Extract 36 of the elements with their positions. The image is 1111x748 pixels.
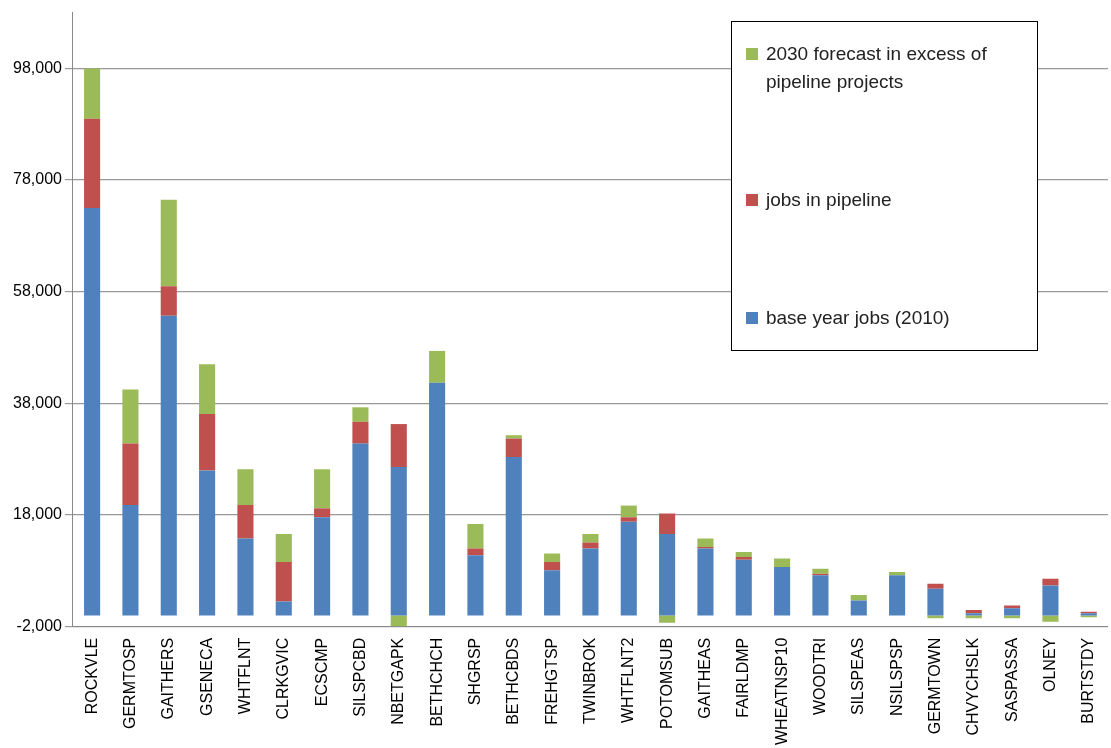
x-tick-label: FAIRLDMP (734, 637, 752, 718)
y-tick-label: 38,000 (13, 393, 63, 411)
x-tick-label: GAITHEAS (695, 637, 713, 719)
x-tick-label: GAITHERS (159, 637, 177, 720)
y-tick-label: -2,000 (16, 617, 63, 635)
x-tick-label: BURTSTDY (1079, 637, 1097, 724)
y-tick-label: 98,000 (13, 58, 63, 76)
x-tick-label: SILSPEAS (849, 637, 867, 716)
x-tick-label: WHEATNSP10 (772, 637, 790, 745)
y-tick-label: 58,000 (13, 282, 63, 300)
x-tick-label: SASPASSA (1002, 637, 1020, 722)
x-tick-label: OLNEY (1040, 637, 1058, 692)
x-tick-label: TWINBROK (580, 637, 598, 724)
x-tick-label: ROCKVLE (82, 637, 100, 715)
x-tick-label: NSILSPSP (887, 637, 905, 716)
x-tick-label: WOODTRI (810, 637, 828, 716)
x-tick-label: BETHCHCH (427, 637, 445, 727)
x-tick-label: NBETGAPK (389, 637, 407, 725)
x-tick-label: WHTFLNT2 (619, 637, 637, 724)
y-tick-label: 78,000 (13, 170, 63, 188)
x-tick-label: GERMTOWN (925, 637, 943, 735)
legend-label: base year jobs (2010) (765, 305, 950, 330)
y-tick-label: 18,000 (13, 505, 63, 523)
x-tick-label: POTOMSUB (657, 637, 675, 729)
x-tick-label: ECSCMP (312, 637, 330, 707)
legend-label: 2030 forecast in excess of pipeline projects (765, 41, 988, 94)
x-tick-label: SILSPCBD (350, 637, 368, 717)
x-tick-label: SHGRSP (465, 637, 483, 706)
x-tick-label: FREHGTSP (542, 637, 560, 725)
legend-label: jobs in pipeline (765, 187, 892, 212)
x-tick-label: BETHCBDS (504, 637, 522, 725)
x-tick-label: GERMTOSP (120, 637, 138, 729)
x-tick-label: CHVYCHSLK (964, 637, 982, 736)
x-tick-label: GSENECA (197, 637, 215, 716)
x-tick-label: WHTFLNT (235, 637, 253, 715)
x-tick-label: CLRKGVIC (274, 637, 292, 720)
